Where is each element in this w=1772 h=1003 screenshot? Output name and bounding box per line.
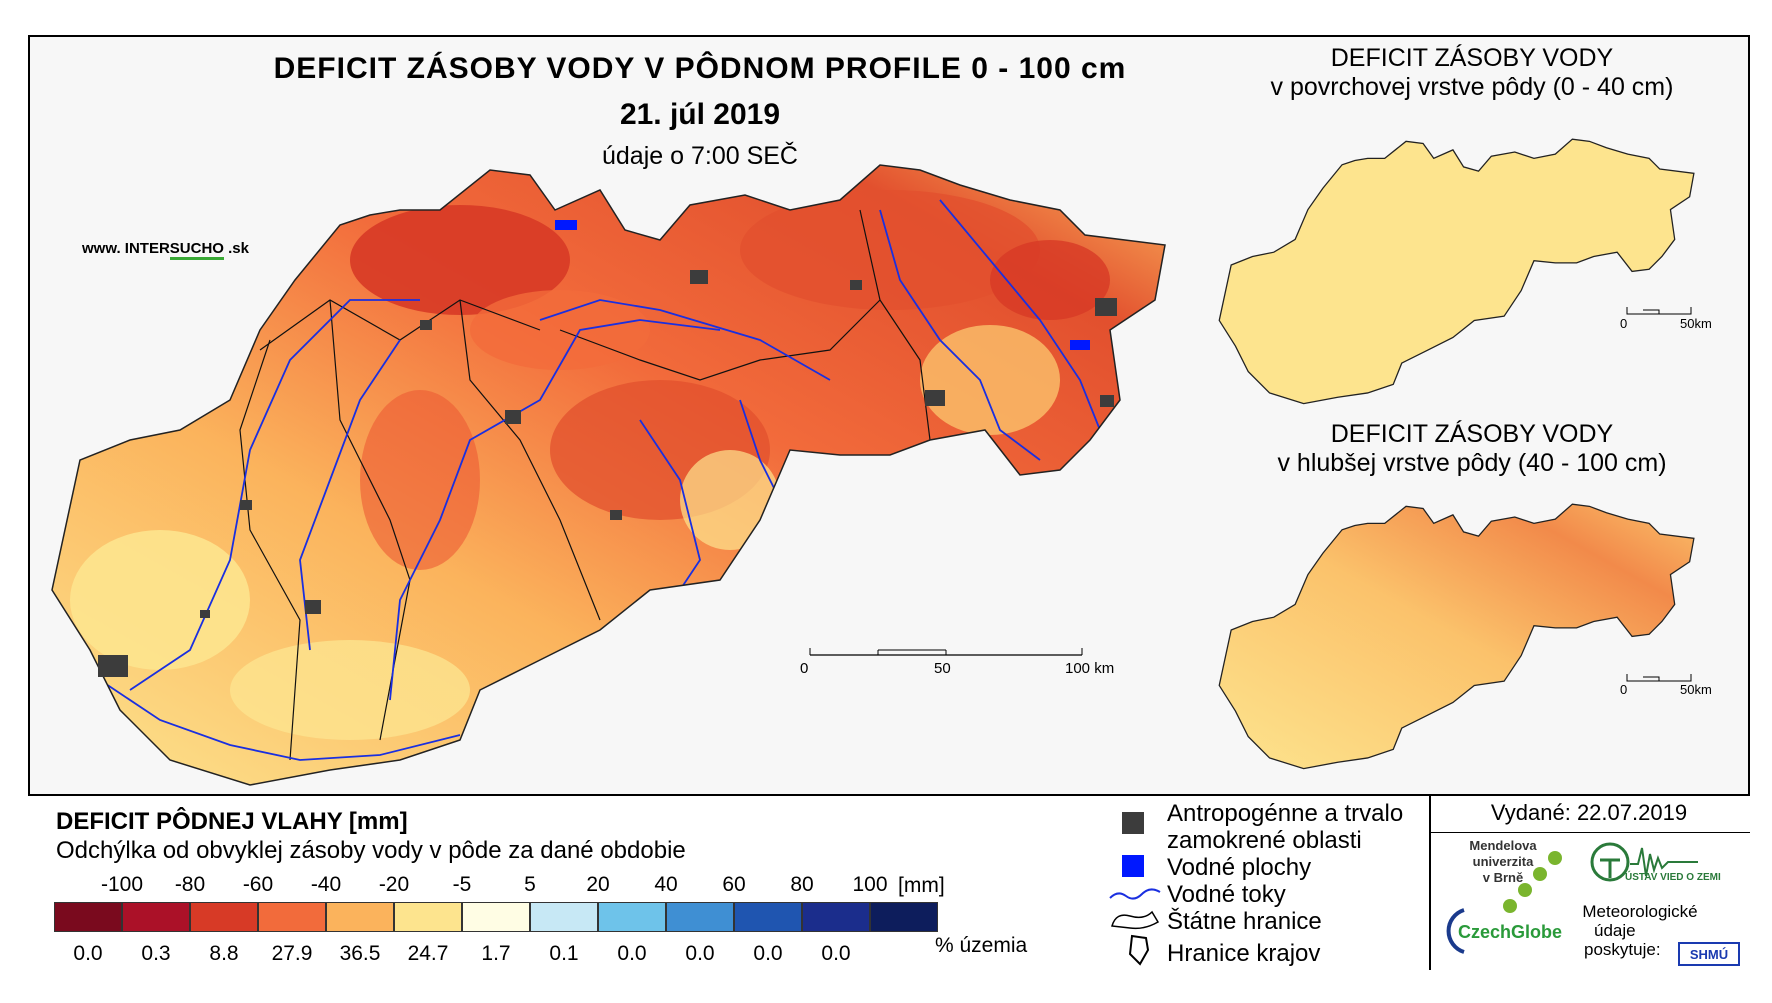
meteo-line3: poskytuje: xyxy=(1584,940,1661,959)
legend-boundary-11: 100 xyxy=(852,873,888,896)
water-label: Vodné plochy xyxy=(1167,854,1312,881)
legend-subtitle: Odchýlka od obvyklej zásoby vody v pôde … xyxy=(56,837,686,864)
legend-swatch-10 xyxy=(734,902,802,932)
map-date: 21. júl 2019 xyxy=(619,98,781,131)
legend-pct-8: 0.0 xyxy=(617,942,647,965)
legend-swatch-2 xyxy=(190,902,258,932)
legend-boundary-0: -100 xyxy=(100,873,144,896)
legend-swatch-5 xyxy=(394,902,462,932)
region-border-icon xyxy=(1128,934,1150,966)
scale-label-50: 50 xyxy=(934,660,951,677)
legend-swatch-6 xyxy=(462,902,530,932)
rivers-label: Vodné toky xyxy=(1167,881,1286,908)
urban-label-2: zamokrené oblasti xyxy=(1167,827,1362,854)
water-swatch xyxy=(1122,855,1144,877)
legend-pct-7: 0.1 xyxy=(549,942,579,965)
legend-boundary-9: 60 xyxy=(722,873,746,896)
mendel-university-logo[interactable]: Mendelova univerzita v Brně xyxy=(1458,838,1548,886)
info-separator xyxy=(1430,832,1750,833)
scale-label-100: 100 km xyxy=(1065,660,1115,677)
legend-swatch-12 xyxy=(870,902,938,932)
inset-top-scale-bar xyxy=(1626,307,1692,315)
legend-swatch-7 xyxy=(530,902,598,932)
legend-pct-unit: % územia xyxy=(935,934,1028,957)
inset-top-title: DEFICIT ZÁSOBY VODY v povrchovej vrstve … xyxy=(1232,44,1712,102)
website-logo[interactable]: www. INTERSUCHO .sk xyxy=(82,240,249,260)
website-suffix: .sk xyxy=(223,240,249,257)
legend-swatch-1 xyxy=(122,902,190,932)
meteo-line1: Meteorologické xyxy=(1582,902,1698,921)
state-border xyxy=(51,164,1166,786)
uvz-logo-icon xyxy=(1590,842,1698,882)
legend-boundary-4: -20 xyxy=(378,873,410,896)
legend-boundary-7: 20 xyxy=(586,873,610,896)
legend-pct-0: 0.0 xyxy=(73,942,103,965)
legend-boundary-3: -40 xyxy=(310,873,342,896)
inset-bottom-title-line2: v hlubšej vrstve pôdy (40 - 100 cm) xyxy=(1277,449,1667,477)
legend-boundary-2: -60 xyxy=(242,873,274,896)
state-border-icon xyxy=(1111,910,1160,930)
river-icon xyxy=(1109,888,1161,900)
state-border-label: Štátne hranice xyxy=(1167,908,1322,935)
urban-areas xyxy=(98,270,1117,677)
legend-pct-9: 0.0 xyxy=(685,942,715,965)
czechglobe-logo[interactable]: CzechGlobe xyxy=(1458,922,1563,942)
legend-pct-4: 36.5 xyxy=(339,942,381,965)
legend-boundary-1: -80 xyxy=(174,873,206,896)
legend-swatch-9 xyxy=(666,902,734,932)
scale-label-0: 0 xyxy=(800,660,809,677)
mendel-line2: univerzita xyxy=(1472,854,1534,869)
legend-swatch-11 xyxy=(802,902,870,932)
czechglobe-arc-icon xyxy=(1446,908,1465,954)
main-scale-bar xyxy=(809,648,1083,656)
legend-panel xyxy=(28,794,1750,974)
legend-swatch-8 xyxy=(598,902,666,932)
legend-boundary-5: -5 xyxy=(452,873,472,896)
inset-bottom-scale-0: 0 xyxy=(1620,682,1628,697)
legend-pct-3: 27.9 xyxy=(271,942,313,965)
map-title: DEFICIT ZÁSOBY VODY V PÔDNOM PROFILE 0 -… xyxy=(273,52,1127,85)
legend-swatch-4 xyxy=(326,902,394,932)
mendel-line3: v Brně xyxy=(1482,870,1524,885)
issued-date: Vydané: 22.07.2019 xyxy=(1490,800,1688,825)
legend-pct-11: 0.0 xyxy=(821,942,851,965)
mendel-line1: Mendelova xyxy=(1469,838,1537,853)
website-prefix: www. INTER xyxy=(82,240,170,257)
shmu-logo[interactable]: SHMÚ xyxy=(1678,942,1740,966)
website-accent: SUCHO xyxy=(169,240,224,260)
water-bodies xyxy=(555,220,1090,350)
urban-label: Antropogénne a trvalo xyxy=(1167,800,1404,827)
inset-top-scale-0: 0 xyxy=(1620,316,1628,331)
legend-pct-10: 0.0 xyxy=(753,942,783,965)
inset-bottom-title-line1: DEFICIT ZÁSOBY VODY xyxy=(1330,420,1614,448)
inset-bottom-map xyxy=(1218,503,1695,770)
legend-swatch-0 xyxy=(54,902,122,932)
legend-pct-6: 1.7 xyxy=(481,942,511,965)
info-box xyxy=(1429,796,1752,970)
meteo-line2: údaje xyxy=(1594,921,1636,940)
mendel-dots-icon xyxy=(1503,851,1562,913)
inset-top-map xyxy=(1218,138,1695,405)
meteo-data-provider: Meteorologické údaje poskytuje: xyxy=(1580,902,1700,959)
uvz-logo-text[interactable]: ÚSTAV VIED O ZEMI xyxy=(1625,872,1721,883)
legend-pct-5: 24.7 xyxy=(407,942,449,965)
legend-pct-2: 8.8 xyxy=(209,942,239,965)
legend-boundary-10: 80 xyxy=(790,873,814,896)
legend-boundary-8: 40 xyxy=(654,873,678,896)
legend-boundary-6: 5 xyxy=(524,873,536,896)
inset-top-scale-50: 50km xyxy=(1680,316,1712,331)
inset-bottom-scale-bar xyxy=(1626,674,1692,682)
legend-title: DEFICIT PÔDNEJ VLAHY [mm] xyxy=(56,808,408,835)
urban-swatch xyxy=(1122,812,1144,834)
inset-bottom-title: DEFICIT ZÁSOBY VODY v hlubšej vrstve pôd… xyxy=(1232,420,1712,478)
map-subtitle: údaje o 7:00 SEČ xyxy=(602,142,798,170)
legend-pct-1: 0.3 xyxy=(141,942,171,965)
legend-swatch-3 xyxy=(258,902,326,932)
legend-unit: [mm] xyxy=(898,874,945,897)
region-border-label: Hranice krajov xyxy=(1167,940,1321,967)
inset-top-title-line2: v povrchovej vrstve pôdy (0 - 40 cm) xyxy=(1270,73,1674,101)
inset-bottom-scale-50: 50km xyxy=(1680,682,1712,697)
inset-top-title-line1: DEFICIT ZÁSOBY VODY xyxy=(1330,44,1614,72)
